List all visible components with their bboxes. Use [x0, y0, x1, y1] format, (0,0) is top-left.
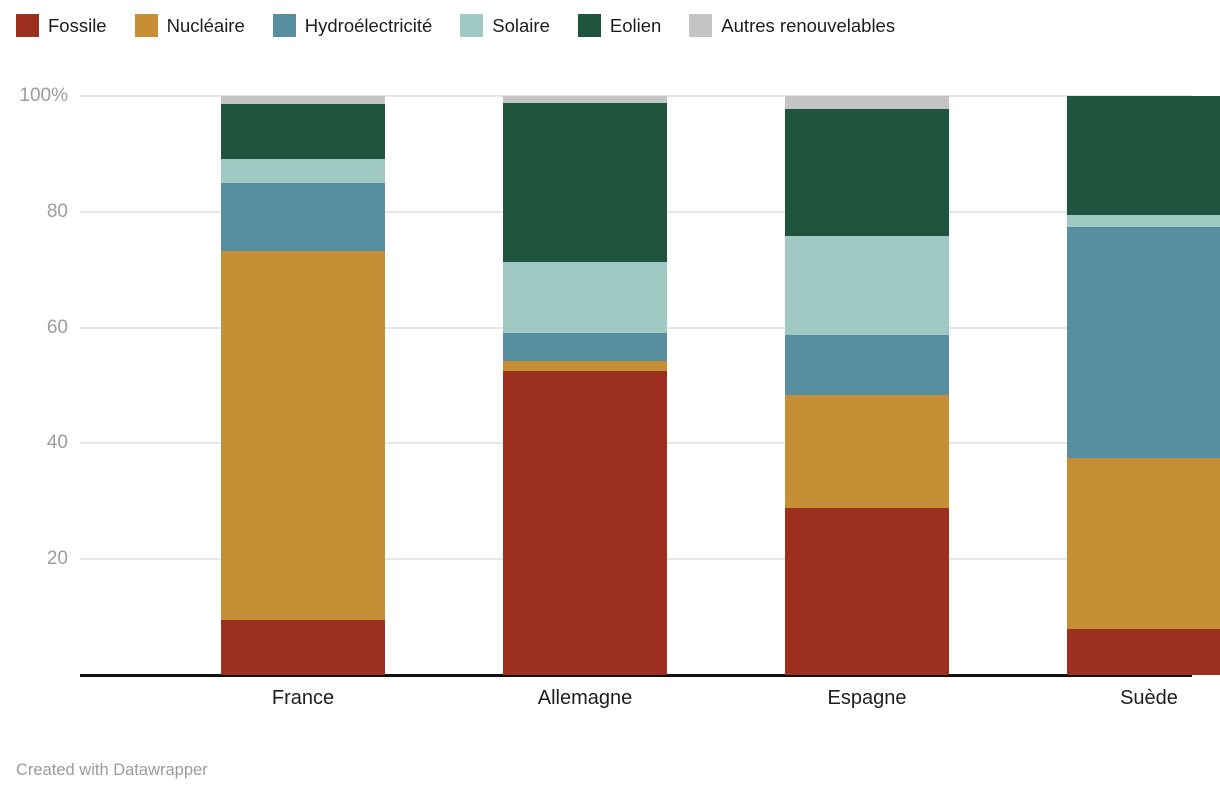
y-axis-tick-label: 40	[46, 432, 68, 454]
x-axis-line	[80, 674, 1192, 677]
x-axis-label-france: France	[271, 687, 335, 709]
legend-swatch-hydroelectricite	[272, 14, 296, 37]
bar-segment-suede-solaire	[1067, 214, 1220, 228]
bar-segment-suede-eolien	[1067, 96, 1220, 215]
bar-segment-suede-fossile	[1067, 629, 1220, 675]
legend-label: Autres renouvelables	[721, 15, 896, 36]
bar-segment-espagne-solaire	[785, 236, 949, 335]
bar-segment-france-autres-renouvelables	[221, 96, 385, 104]
legend-swatch-solaire	[460, 14, 484, 37]
bar-segment-suede-hydroelectricite	[1067, 227, 1220, 458]
bar-segment-france-nucleaire	[221, 250, 385, 620]
bar-segment-allemagne-autres-renouvelables	[503, 96, 667, 103]
legend-label: Solaire	[492, 15, 550, 36]
legend-label: Nucléaire	[166, 15, 245, 36]
legend-swatch-eolien	[577, 14, 601, 37]
bar-segment-espagne-fossile	[785, 508, 949, 675]
gridline-100	[80, 95, 1192, 97]
x-axis-label-allemagne: Allemagne	[537, 687, 633, 709]
legend-item-solaire: Solaire	[460, 14, 550, 37]
bar-segment-allemagne-solaire	[503, 261, 667, 334]
bar-segment-suede-nucleaire	[1067, 457, 1220, 630]
legend-swatch-autres-renouvelables	[689, 14, 713, 37]
bar-allemagne	[503, 96, 667, 675]
legend-item-fossile: Fossile	[16, 14, 107, 37]
bar-segment-allemagne-nucleaire	[503, 361, 667, 372]
bar-segment-france-eolien	[221, 103, 385, 159]
bar-france	[221, 96, 385, 675]
legend-item-hydroelectricite: Hydroélectricité	[272, 14, 433, 37]
bar-segment-france-fossile	[221, 620, 385, 675]
legend-item-eolien: Eolien	[577, 14, 662, 37]
bar-segment-espagne-autres-renouvelables	[785, 96, 949, 110]
attribution-text: Created with Datawrapper	[16, 761, 208, 779]
y-axis-tick-label: 60	[46, 316, 68, 338]
legend-swatch-nucleaire	[134, 14, 158, 37]
legend: Fossile Nucléaire Hydroélectricité Solaire E…	[16, 14, 923, 37]
y-axis-tick-label: 80	[46, 200, 68, 222]
bar-segment-allemagne-hydroelectricite	[503, 333, 667, 362]
bar-segment-france-hydroelectricite	[221, 182, 385, 251]
bar-segment-allemagne-eolien	[503, 102, 667, 262]
y-axis-tick-label: 100%	[19, 85, 68, 106]
bar-segment-allemagne-fossile	[503, 371, 667, 675]
bar-segment-espagne-eolien	[785, 109, 949, 237]
legend-label: Fossile	[48, 15, 107, 36]
legend-item-autres-renouvelables: Autres renouvelables	[689, 14, 895, 37]
legend-label: Hydroélectricité	[304, 15, 433, 36]
legend-swatch-fossile	[16, 14, 39, 37]
bar-suede	[1067, 96, 1220, 675]
x-axis-label-suede: Suède	[1120, 687, 1178, 709]
legend-item-nucleaire: Nucléaire	[134, 14, 245, 37]
plot-area	[80, 95, 1220, 677]
bar-espagne	[785, 96, 949, 675]
attribution: Created with Datawrapper	[16, 761, 208, 780]
bar-segment-espagne-hydroelectricite	[785, 334, 949, 396]
legend-label: Eolien	[609, 15, 662, 36]
y-axis-tick-label: 20	[46, 548, 68, 570]
bar-segment-espagne-nucleaire	[785, 395, 949, 509]
bar-segment-france-solaire	[221, 158, 385, 183]
x-axis-label-espagne: Espagne	[827, 687, 907, 709]
